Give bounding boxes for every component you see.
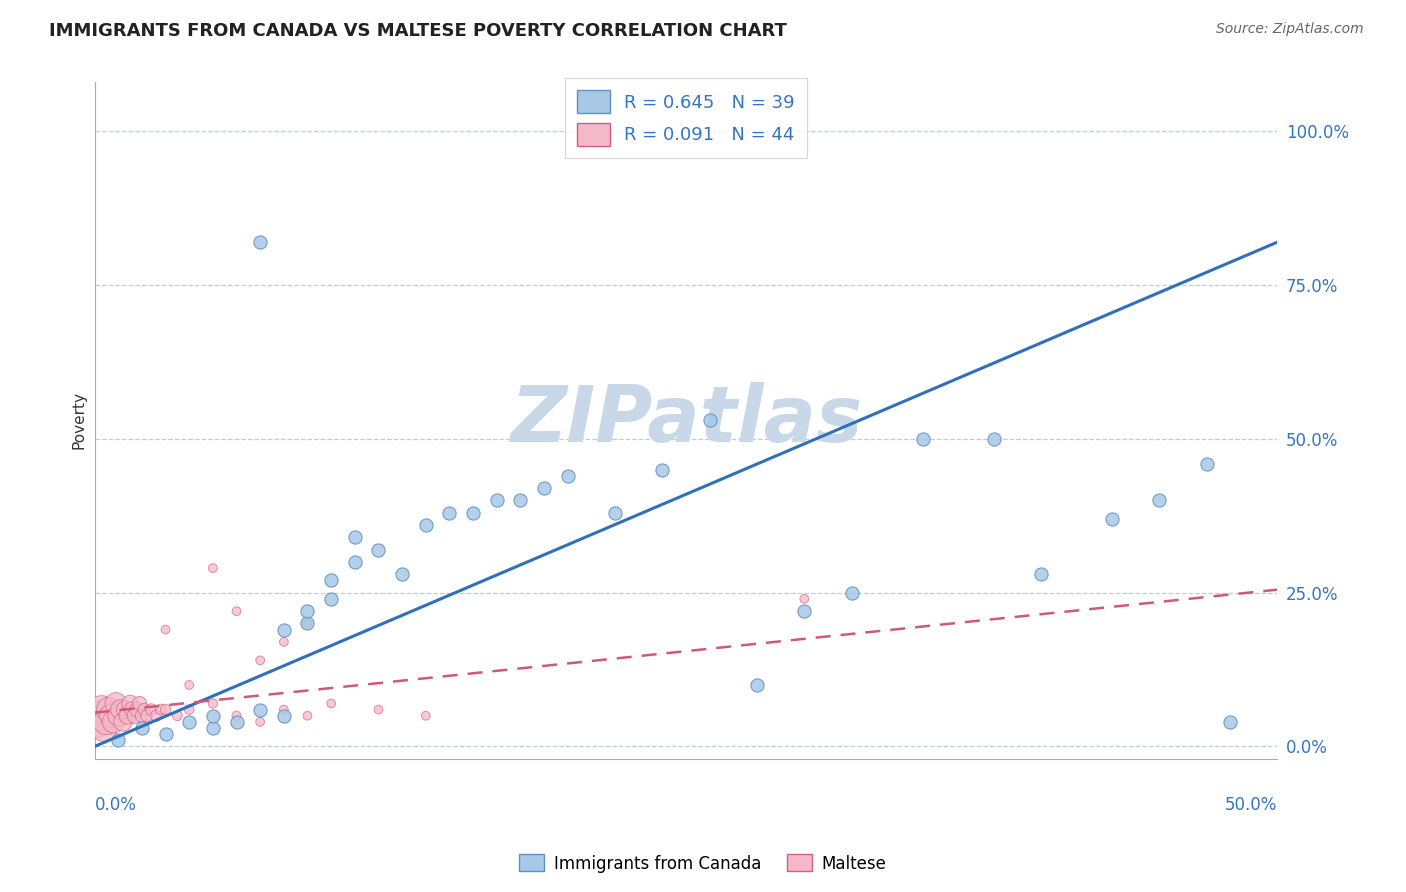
Point: [90, 702, 112, 716]
Point: [107, 733, 129, 747]
Point: [485, 493, 508, 508]
Point: [249, 702, 271, 716]
Point: [107, 708, 129, 723]
Point: [201, 561, 224, 575]
Point: [225, 708, 247, 723]
Legend: R = 0.645   N = 39, R = 0.091   N = 44: R = 0.645 N = 39, R = 0.091 N = 44: [565, 78, 807, 159]
Point: [249, 235, 271, 249]
Point: [273, 702, 295, 716]
Point: [1195, 457, 1218, 471]
Point: [533, 481, 555, 495]
Point: [155, 702, 177, 716]
Text: 50.0%: 50.0%: [1225, 796, 1278, 814]
Point: [321, 574, 343, 588]
Point: [111, 714, 134, 729]
Point: [155, 727, 177, 741]
Point: [273, 635, 295, 649]
Point: [1219, 714, 1241, 729]
Point: [297, 604, 319, 618]
Point: [97, 702, 120, 716]
Point: [249, 714, 271, 729]
Point: [121, 702, 143, 716]
Point: [297, 708, 319, 723]
Point: [699, 413, 721, 427]
Point: [249, 653, 271, 667]
Point: [509, 493, 531, 508]
Point: [557, 468, 579, 483]
Point: [124, 708, 146, 723]
Point: [321, 697, 343, 711]
Point: [166, 708, 188, 723]
Point: [100, 708, 122, 723]
Point: [155, 623, 177, 637]
Point: [179, 714, 201, 729]
Point: [103, 714, 125, 729]
Point: [391, 567, 413, 582]
Point: [343, 530, 366, 544]
Point: [127, 702, 149, 716]
Point: [841, 585, 863, 599]
Point: [367, 542, 389, 557]
Point: [745, 678, 768, 692]
Point: [86, 714, 108, 729]
Point: [911, 432, 934, 446]
Point: [367, 702, 389, 716]
Point: [149, 702, 172, 716]
Point: [131, 708, 153, 723]
Legend: Immigrants from Canada, Maltese: Immigrants from Canada, Maltese: [513, 847, 893, 880]
Point: [114, 702, 136, 716]
Point: [415, 518, 437, 533]
Point: [415, 708, 437, 723]
Point: [321, 591, 343, 606]
Point: [96, 714, 118, 729]
Point: [297, 616, 319, 631]
Text: 0.0%: 0.0%: [94, 796, 136, 814]
Point: [461, 506, 484, 520]
Point: [179, 702, 201, 716]
Point: [141, 702, 163, 716]
Point: [793, 604, 815, 618]
Point: [89, 708, 111, 723]
Y-axis label: Poverty: Poverty: [72, 392, 86, 450]
Point: [201, 697, 224, 711]
Point: [1029, 567, 1052, 582]
Point: [131, 721, 153, 735]
Point: [104, 697, 127, 711]
Point: [273, 623, 295, 637]
Point: [793, 591, 815, 606]
Point: [134, 702, 156, 716]
Point: [117, 708, 139, 723]
Point: [120, 697, 142, 711]
Point: [110, 702, 132, 716]
Text: ZIPatlas: ZIPatlas: [510, 383, 862, 458]
Point: [145, 708, 167, 723]
Point: [439, 506, 461, 520]
Point: [983, 432, 1005, 446]
Point: [201, 721, 224, 735]
Point: [297, 616, 319, 631]
Point: [179, 678, 201, 692]
Point: [135, 708, 157, 723]
Point: [93, 721, 115, 735]
Point: [1101, 512, 1123, 526]
Point: [225, 604, 247, 618]
Point: [651, 463, 673, 477]
Point: [1147, 493, 1170, 508]
Point: [603, 506, 626, 520]
Point: [225, 714, 247, 729]
Text: Source: ZipAtlas.com: Source: ZipAtlas.com: [1216, 22, 1364, 37]
Point: [201, 708, 224, 723]
Point: [128, 697, 150, 711]
Point: [343, 555, 366, 569]
Point: [273, 708, 295, 723]
Text: IMMIGRANTS FROM CANADA VS MALTESE POVERTY CORRELATION CHART: IMMIGRANTS FROM CANADA VS MALTESE POVERT…: [49, 22, 787, 40]
